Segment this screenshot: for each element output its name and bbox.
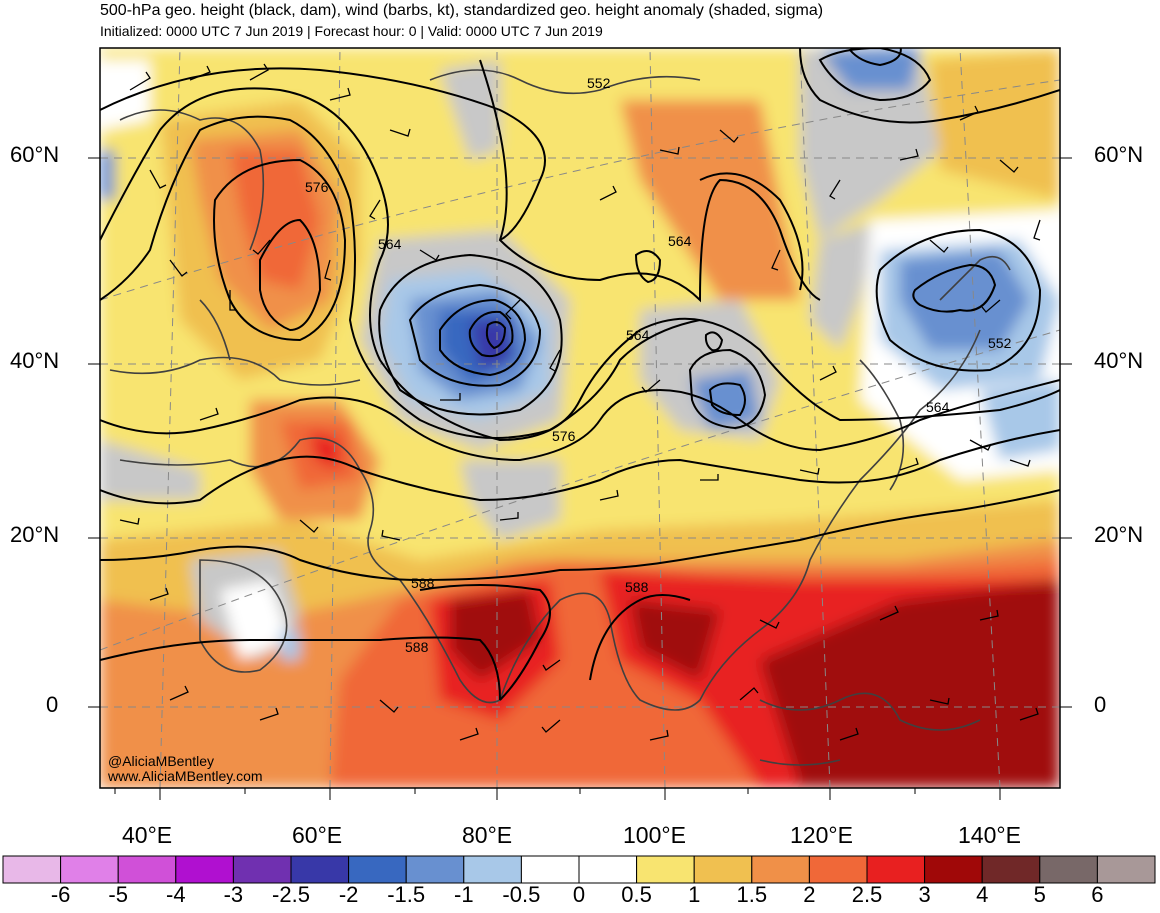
- colorbar-swatch: [348, 855, 407, 884]
- colorbar-label: 0: [572, 882, 586, 907]
- colorbar-label: -0.5: [502, 882, 541, 907]
- lon-label-140e: 140°E: [958, 822, 1021, 848]
- colorbar-label: 5: [1033, 882, 1046, 907]
- colorbar-swatch: [1096, 855, 1156, 884]
- contour-label: 588: [405, 639, 429, 655]
- colorbar-label: 1: [688, 882, 701, 907]
- map-plot-area: 576 564 552 564 564 576 564 552 588 588 …: [100, 48, 1060, 788]
- colorbar-label: -2: [338, 882, 359, 907]
- contour-label: 588: [625, 579, 649, 595]
- colorbar-label: 2: [803, 882, 816, 907]
- lat-label-60n-left: 60°N: [10, 142, 60, 167]
- colorbar-label: -5: [108, 882, 128, 907]
- colorbar-label: 0.5: [621, 882, 652, 907]
- lat-label-20n-right: 20°N: [1094, 522, 1144, 547]
- lat-label-20n-left: 20°N: [10, 522, 60, 547]
- colorbar-swatch: [405, 855, 465, 884]
- wind-barbs: [119, 63, 1041, 741]
- colorbar-label: 1.5: [736, 882, 768, 907]
- anomaly-shading: [100, 48, 1060, 788]
- colorbar-swatch: [463, 855, 522, 884]
- colorbar-label: 2.5: [851, 882, 883, 907]
- contour-label: 588: [411, 575, 435, 591]
- colorbar-swatch: [981, 855, 1041, 884]
- lat-label-60n-right: 60°N: [1094, 142, 1144, 167]
- colorbar-label: -4: [166, 882, 186, 907]
- colorbar-label: 6: [1091, 882, 1104, 907]
- colorbar-swatch: [578, 855, 638, 884]
- contour-label: 564: [378, 236, 402, 252]
- colorbar-swatch: [1039, 855, 1098, 884]
- lat-label-0-left: 0: [46, 692, 59, 717]
- lon-label-60e: 60°E: [292, 822, 343, 848]
- colorbar-swatch: [751, 855, 810, 884]
- credit-handle: @AliciaMBentley: [108, 753, 215, 769]
- lon-label-40e: 40°E: [122, 822, 173, 848]
- colorbar-label: -3: [223, 882, 244, 907]
- contour-label: 576: [305, 179, 329, 195]
- colorbar-label: -1.5: [387, 882, 426, 907]
- lat-label-40n-right: 40°N: [1094, 348, 1144, 373]
- lat-label-0-right: 0: [1094, 692, 1107, 717]
- lon-label-120e: 120°E: [790, 822, 853, 848]
- lon-label-80e: 80°E: [462, 822, 513, 848]
- colorbar-label: -6: [50, 882, 71, 907]
- map-subtitle: Initialized: 0000 UTC 7 Jun 2019 | Forec…: [100, 23, 603, 39]
- colorbar-label: -1: [454, 882, 474, 907]
- colorbar-swatch: [866, 855, 926, 884]
- colorbar-swatch: [808, 855, 868, 884]
- axis-ticks: [88, 157, 1072, 800]
- colorbar-label: -2.5: [272, 882, 310, 907]
- lon-label-100e: 100°E: [623, 822, 686, 848]
- height-contours: [100, 48, 1060, 701]
- colorbar-label: 4: [976, 882, 989, 907]
- contour-label: 552: [988, 335, 1012, 351]
- contour-labels: 576 564 552 564 564 576 564 552 588 588 …: [305, 75, 1012, 655]
- colorbar-swatch: [2, 855, 62, 884]
- credit-website[interactable]: www.AliciaMBentley.com: [108, 768, 263, 784]
- contour-label: 576: [552, 428, 576, 444]
- coastlines: [109, 69, 1011, 766]
- colorbar-swatch: [520, 855, 580, 884]
- colorbar-swatch: [117, 855, 177, 884]
- colorbar-swatch: [924, 855, 983, 884]
- colorbar-swatch: [636, 855, 695, 884]
- colorbar-swatch: [290, 855, 350, 884]
- colorbar-swatch: [693, 855, 753, 884]
- contour-label: 564: [926, 399, 950, 415]
- colorbar-label: 3: [918, 882, 931, 907]
- contour-label: 564: [668, 233, 692, 249]
- colorbar-swatch: [175, 855, 234, 884]
- contour-label: 564: [626, 327, 650, 343]
- colorbar-swatch: [60, 855, 119, 884]
- colorbar-swatch: [232, 855, 292, 884]
- colorbar-swatches: [2, 855, 1156, 884]
- lat-label-40n-left: 40°N: [10, 348, 60, 373]
- contour-label: 552: [587, 75, 611, 91]
- colorbar: [2, 855, 1156, 884]
- map-title: 500-hPa geo. height (black, dam), wind (…: [100, 2, 824, 19]
